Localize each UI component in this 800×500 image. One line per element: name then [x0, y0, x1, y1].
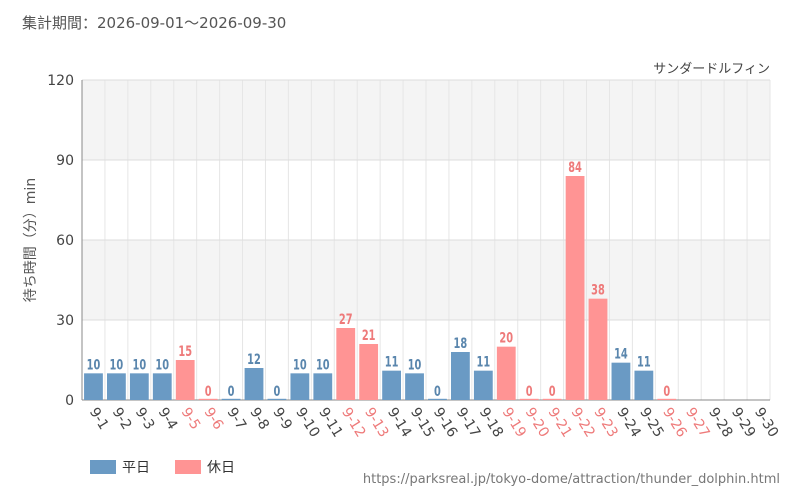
x-tick-label-9-28: 9-28	[705, 405, 735, 440]
legend-weekday-label: 平日	[122, 460, 150, 476]
y-tick-label: 120	[47, 73, 74, 89]
bar-9-1	[84, 373, 103, 400]
x-tick-label-9-13: 9-13	[361, 405, 391, 440]
bar-9-8	[244, 368, 264, 400]
y-tick-label: 90	[56, 153, 74, 169]
data-label-9-9: 0	[274, 383, 281, 400]
bar-9-25	[634, 370, 654, 400]
y-tick-label: 60	[56, 233, 74, 249]
bar-9-26	[657, 398, 677, 400]
period-label: 集計期間：2026-09-01～2026-09-30	[22, 14, 287, 32]
data-label-9-22: 84	[568, 159, 582, 176]
data-label-9-24: 14	[614, 345, 628, 362]
legend-holiday-swatch	[175, 460, 201, 474]
data-label-9-8: 12	[247, 351, 261, 368]
data-label-9-26: 0	[663, 383, 670, 400]
data-label-9-16: 0	[434, 383, 441, 400]
x-tick-label-9-16: 9-16	[430, 405, 460, 441]
bar-9-17	[450, 352, 470, 400]
x-tick-label-9-9: 9-9	[269, 405, 295, 433]
data-label-9-25: 11	[637, 353, 651, 370]
bar-9-24	[611, 362, 631, 400]
x-tick-label-9-22: 9-22	[567, 405, 597, 440]
bar-9-12	[336, 328, 356, 400]
x-tick-label-9-6: 9-6	[201, 405, 227, 433]
bar-9-19	[496, 346, 516, 400]
bar-9-21	[542, 398, 562, 400]
y-axis-label: 待ち時間（分）min	[23, 178, 39, 302]
data-label-9-3: 10	[132, 356, 146, 373]
x-tick-label-9-24: 9-24	[613, 405, 643, 441]
x-tick-label-9-29: 9-29	[728, 405, 758, 440]
data-label-9-21: 0	[549, 383, 556, 400]
x-tick-label-9-23: 9-23	[590, 405, 620, 440]
data-label-9-7: 0	[228, 383, 235, 400]
data-label-9-5: 15	[178, 343, 192, 360]
x-tick-label-9-3: 9-3	[132, 405, 158, 433]
data-label-9-18: 11	[476, 353, 490, 370]
bar-9-10	[290, 373, 310, 400]
data-label-9-15: 10	[408, 356, 422, 373]
bar-9-18	[473, 370, 493, 400]
x-tick-label-9-10: 9-10	[292, 405, 322, 440]
y-tick-label: 30	[56, 313, 74, 329]
x-tick-label-9-14: 9-14	[384, 405, 414, 441]
x-tick-label-9-27: 9-27	[682, 405, 712, 440]
x-tick-label-9-5: 9-5	[178, 405, 204, 433]
x-tick-label-9-17: 9-17	[453, 405, 483, 440]
data-label-9-13: 21	[362, 327, 376, 344]
data-label-9-2: 10	[110, 356, 124, 373]
x-tick-label-9-15: 9-15	[407, 405, 437, 440]
bar-9-5	[175, 360, 195, 400]
data-label-9-20: 0	[526, 383, 533, 400]
data-label-9-11: 10	[316, 356, 330, 373]
legend-holiday: 休日	[175, 457, 235, 477]
bar-9-9	[267, 398, 287, 400]
data-label-9-1: 10	[87, 356, 101, 373]
bar-9-20	[519, 398, 539, 400]
bar-9-11	[313, 373, 333, 400]
data-label-9-17: 18	[454, 335, 468, 352]
data-label-9-14: 11	[385, 353, 399, 370]
bar-9-22	[565, 176, 585, 400]
bar-9-3	[129, 373, 149, 400]
bar-9-2	[106, 373, 126, 400]
x-tick-label-9-20: 9-20	[522, 405, 552, 440]
x-tick-label-9-8: 9-8	[246, 405, 272, 433]
y-tick-label: 0	[65, 393, 74, 409]
source-url[interactable]: https://parksreal.jp/tokyo-dome/attracti…	[362, 472, 780, 487]
x-tick-label-9-11: 9-11	[315, 405, 345, 440]
data-label-9-23: 38	[591, 281, 605, 298]
legend-weekday-swatch	[90, 460, 116, 474]
bar-9-14	[382, 370, 402, 400]
data-label-9-19: 20	[499, 329, 513, 346]
x-tick-label-9-19: 9-19	[499, 405, 529, 440]
bar-9-6	[198, 398, 218, 400]
x-tick-label-9-26: 9-26	[659, 405, 689, 441]
bar-9-4	[152, 373, 172, 400]
legend-holiday-label: 休日	[207, 460, 235, 476]
x-tick-label-9-4: 9-4	[155, 405, 181, 433]
x-tick-label-9-12: 9-12	[338, 405, 368, 440]
x-tick-label-9-18: 9-18	[476, 405, 506, 440]
data-label-9-12: 27	[339, 311, 353, 328]
x-tick-label-9-2: 9-2	[109, 405, 135, 433]
x-tick-label-9-1: 9-1	[86, 405, 112, 433]
bar-9-7	[221, 398, 241, 400]
data-label-9-10: 10	[293, 356, 307, 373]
data-label-9-4: 10	[155, 356, 169, 373]
bar-9-23	[588, 298, 608, 400]
bar-9-13	[359, 344, 379, 400]
x-tick-label-9-7: 9-7	[223, 405, 249, 433]
x-tick-label-9-25: 9-25	[636, 405, 666, 440]
bar-9-15	[405, 373, 424, 400]
x-tick-label-9-30: 9-30	[751, 405, 781, 440]
data-label-9-6: 0	[205, 383, 212, 400]
legend-weekday: 平日	[90, 457, 150, 477]
series-name-label: サンダードルフィン	[653, 62, 770, 77]
bar-9-16	[428, 398, 447, 400]
x-tick-label-9-21: 9-21	[545, 405, 575, 440]
